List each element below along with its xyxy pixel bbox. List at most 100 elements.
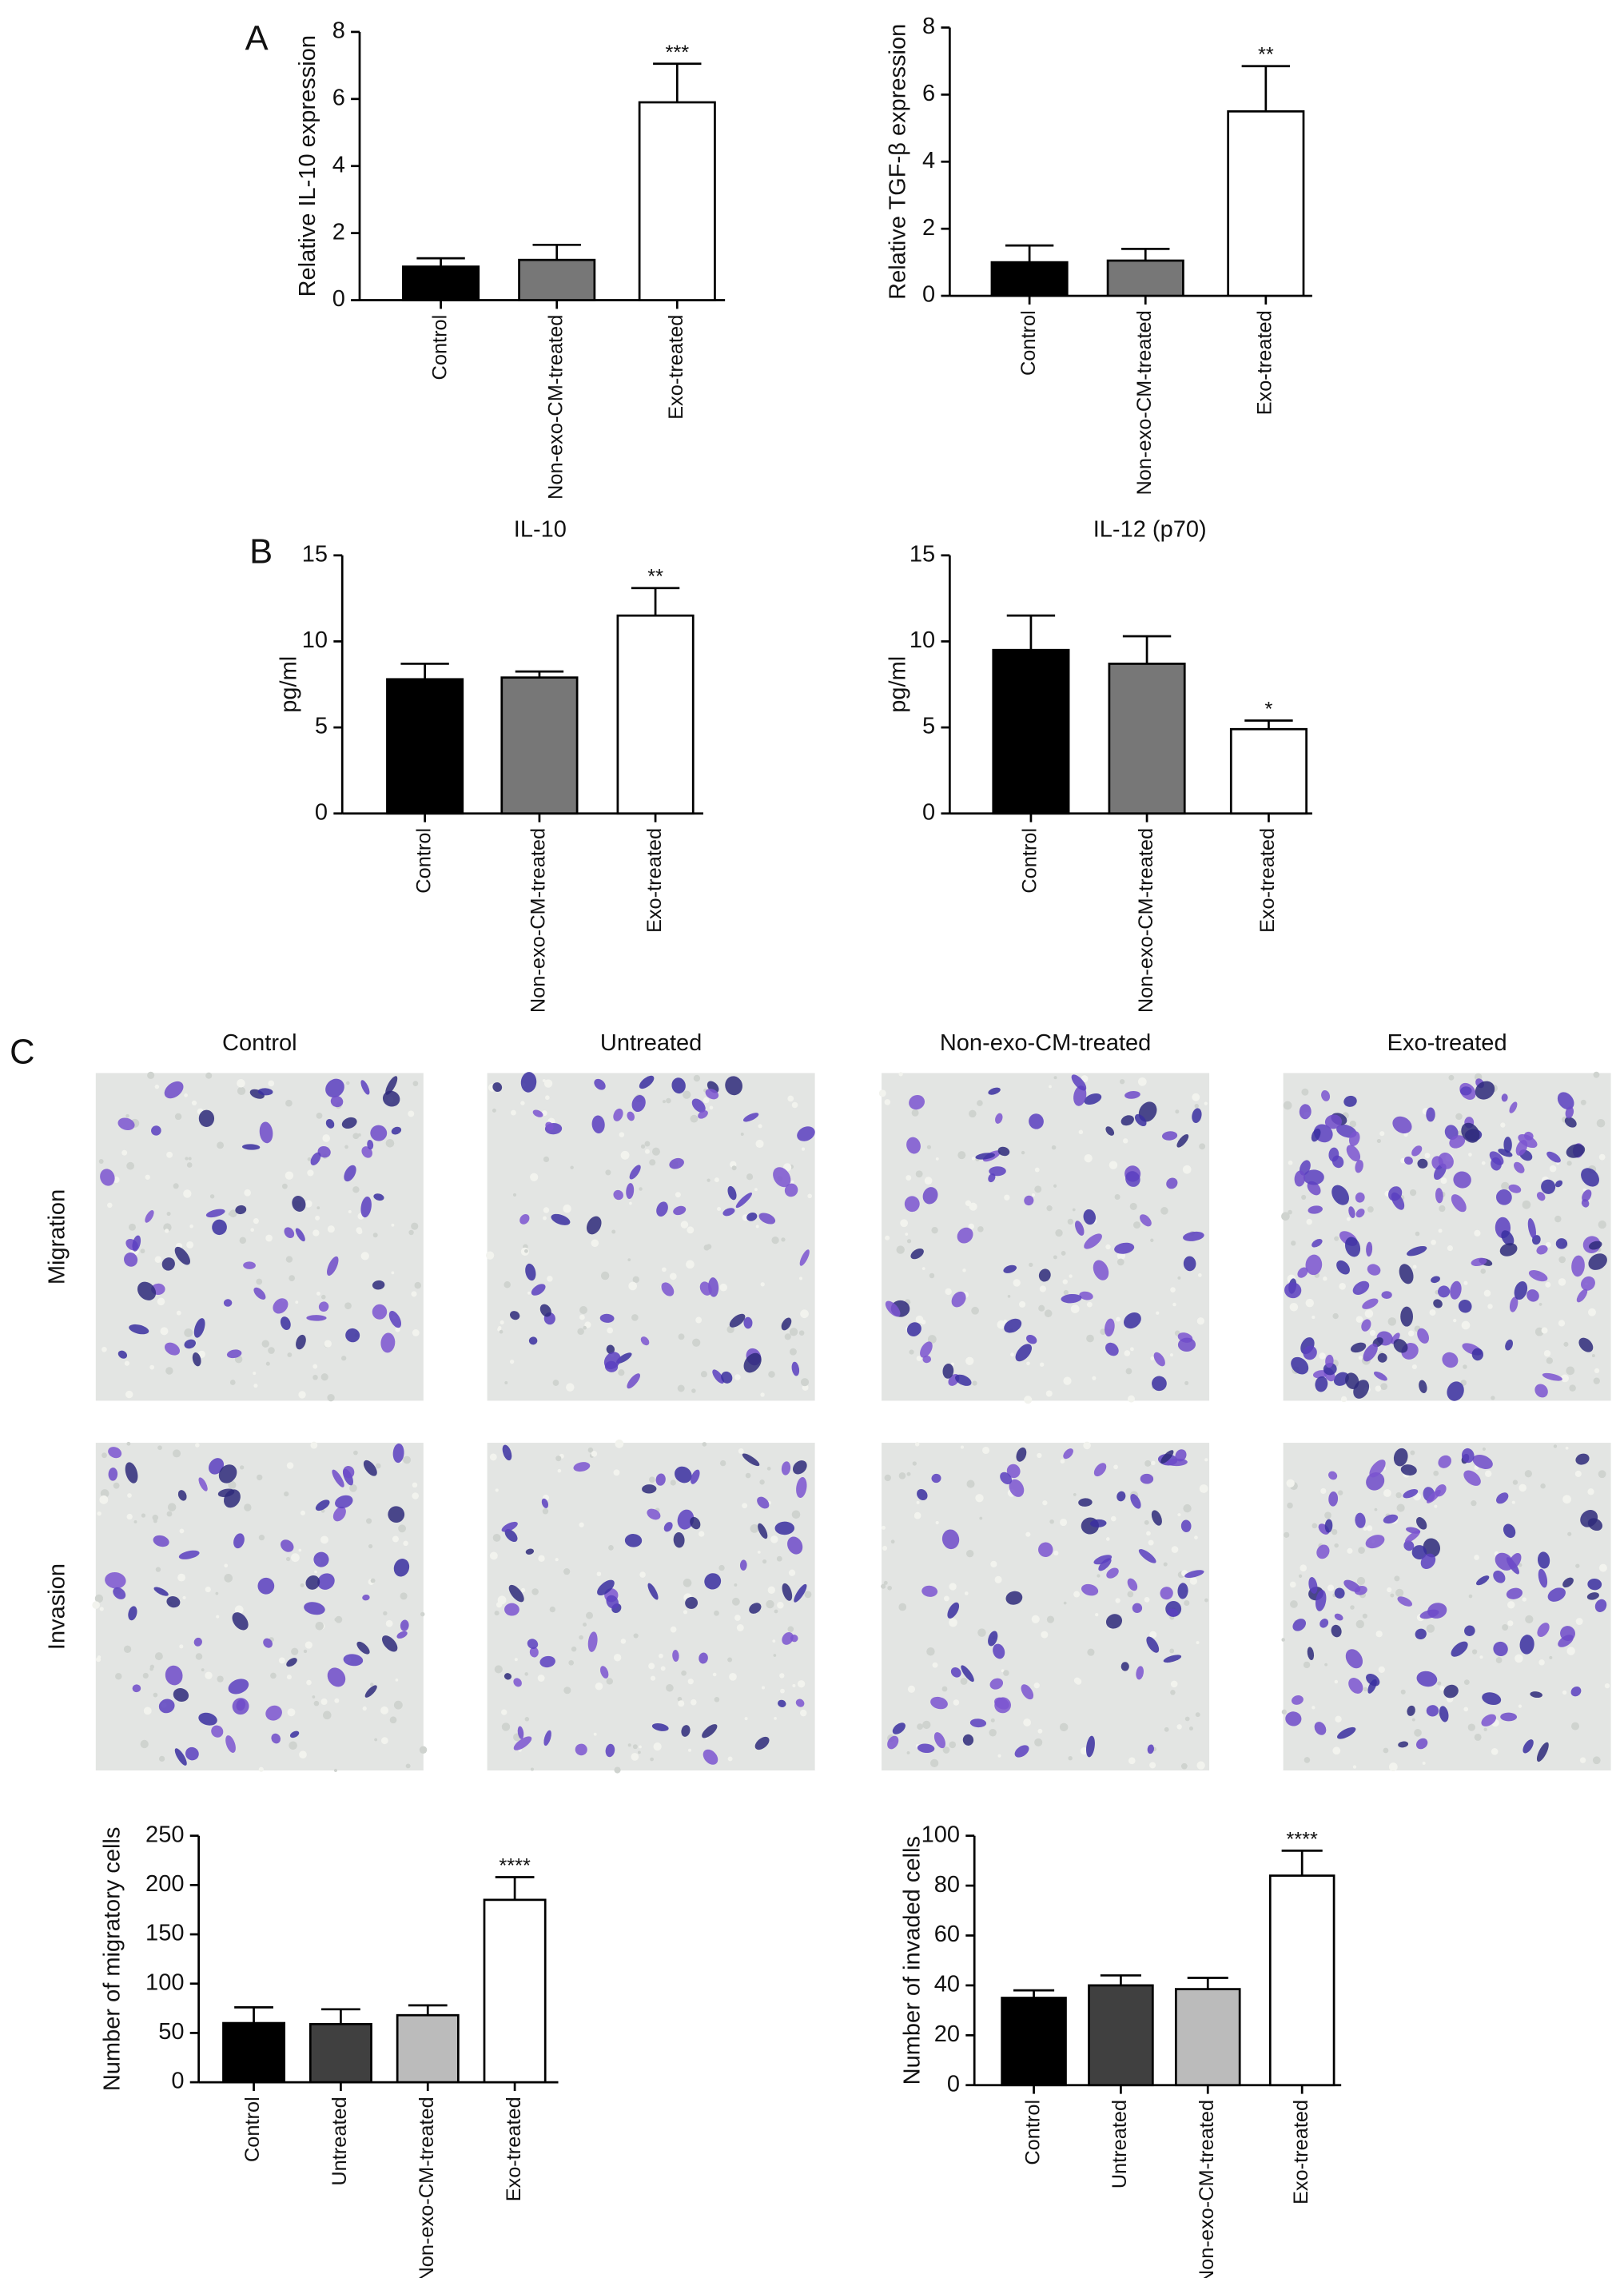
cell	[153, 1587, 169, 1596]
speckle	[555, 1558, 559, 1562]
cell	[1377, 1352, 1387, 1363]
speckle	[287, 1352, 293, 1357]
x-tick-label: Control	[1019, 828, 1041, 894]
speckle	[1053, 1184, 1057, 1188]
speckle	[1433, 1470, 1439, 1476]
speckle	[500, 1320, 504, 1325]
column-header: Exo-treated	[1387, 1030, 1507, 1056]
speckle	[926, 1145, 931, 1149]
speckle	[256, 1278, 263, 1285]
column-header: Untreated	[600, 1030, 702, 1056]
speckle	[1097, 1574, 1101, 1578]
speckle	[943, 1595, 949, 1602]
speckle	[344, 1302, 352, 1310]
speckle	[1087, 1648, 1095, 1656]
y-tick-label: 0	[315, 799, 328, 825]
speckle	[1375, 1385, 1382, 1392]
cell	[1147, 1744, 1154, 1754]
cell	[887, 1735, 899, 1750]
cell	[1183, 1231, 1204, 1241]
speckle	[1324, 1663, 1328, 1667]
cell	[1146, 1636, 1160, 1653]
speckle	[1376, 1138, 1381, 1144]
cell	[1508, 1184, 1522, 1193]
cell	[360, 1197, 372, 1218]
cell	[1328, 1491, 1339, 1507]
speckle	[1001, 1669, 1005, 1673]
cell	[1571, 1255, 1585, 1277]
speckle	[1481, 1161, 1486, 1165]
speckle	[611, 1229, 616, 1234]
speckle	[1291, 1241, 1296, 1246]
speckle	[349, 1484, 357, 1492]
speckle	[152, 1514, 159, 1521]
speckle	[1487, 1304, 1493, 1309]
y-tick-label: 15	[302, 541, 328, 567]
speckle	[1596, 1118, 1606, 1128]
speckle	[1522, 1200, 1531, 1209]
speckle	[389, 1716, 397, 1724]
speckle	[1463, 1707, 1469, 1712]
micrograph	[1281, 1443, 1611, 1771]
cell	[178, 1550, 200, 1559]
speckle	[133, 1520, 137, 1523]
speckle	[693, 1074, 701, 1082]
cell	[532, 1109, 543, 1117]
speckle	[1169, 1648, 1175, 1654]
speckle	[776, 1555, 782, 1562]
speckle	[258, 1766, 264, 1772]
cell	[950, 1667, 961, 1678]
speckle	[307, 1169, 314, 1177]
cell	[332, 1469, 344, 1487]
cell	[174, 1246, 190, 1265]
speckle	[1083, 1441, 1091, 1450]
speckle	[990, 1718, 995, 1722]
speckle	[695, 1316, 703, 1324]
speckle	[1062, 1279, 1068, 1284]
cell	[1575, 1453, 1590, 1465]
speckle	[1150, 1238, 1154, 1242]
cell	[1140, 1473, 1154, 1484]
cell	[685, 1596, 699, 1609]
speckle	[284, 1491, 289, 1497]
speckle	[675, 1192, 681, 1198]
speckle	[1463, 1679, 1470, 1686]
cell	[606, 1344, 615, 1355]
speckle	[537, 1675, 545, 1682]
speckle	[758, 1124, 762, 1129]
bar	[1108, 663, 1186, 815]
speckle	[930, 1758, 939, 1768]
speckle	[1129, 1202, 1137, 1210]
cell	[1352, 1280, 1370, 1295]
cell	[1400, 1464, 1417, 1476]
speckle	[798, 1276, 803, 1280]
cell	[1499, 1243, 1518, 1256]
speckle	[591, 1451, 598, 1457]
cell	[192, 1352, 201, 1367]
speckle	[1144, 1597, 1150, 1603]
speckle	[398, 1524, 407, 1533]
speckle	[1019, 1300, 1026, 1308]
speckle	[911, 1109, 919, 1117]
cell	[315, 1499, 330, 1511]
cell	[1498, 1149, 1513, 1157]
speckle	[99, 1495, 109, 1504]
speckle	[977, 1226, 984, 1233]
speckle	[699, 1531, 705, 1537]
speckle	[1189, 1577, 1198, 1585]
x-tick-label: Exo-treated	[643, 828, 666, 933]
speckle	[1033, 1683, 1040, 1689]
cell	[1005, 1591, 1023, 1605]
speckle	[774, 1716, 777, 1720]
speckle	[800, 1309, 809, 1319]
y-tick-label: 2	[332, 219, 345, 245]
cell	[108, 1447, 122, 1459]
cell	[327, 1256, 339, 1276]
speckle	[577, 1328, 584, 1336]
cell	[721, 1371, 733, 1384]
speckle	[736, 1624, 744, 1631]
cell	[1495, 1552, 1514, 1571]
cell	[591, 1115, 605, 1133]
speckle	[906, 1239, 912, 1244]
speckle	[596, 1571, 602, 1576]
